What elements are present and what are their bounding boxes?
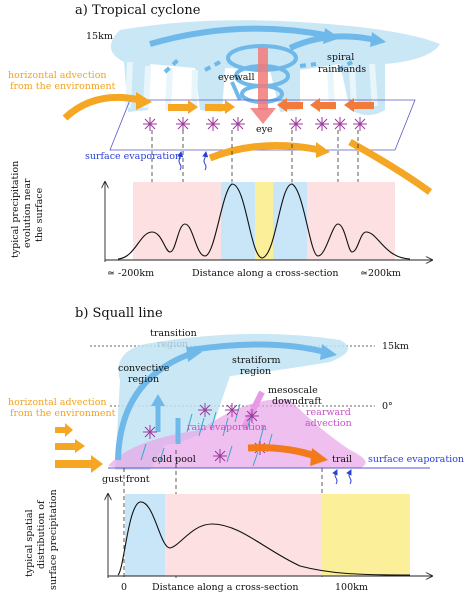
sl-cold-pool-label: cold pool [152, 454, 196, 465]
tc-rainbands-label: rainbands [318, 64, 366, 75]
tc-outflow-right-arrowhead [370, 32, 386, 47]
panel-a-title: a) Tropical cyclone [75, 3, 201, 18]
tc-inflow-arrows-left [168, 100, 235, 114]
panel-b-title: b) Squall line [75, 306, 163, 321]
tc-xtick-right: ≃200km [360, 268, 401, 279]
sl-ylabel-line3: surface precipitation [48, 489, 59, 590]
sl-surface-evaporation-label: surface evaporation [368, 454, 464, 465]
tc-inflow-left-arrow [62, 93, 141, 121]
sl-outflow-arrowhead [320, 344, 337, 360]
tc-xtick-left: ≃ -200km [107, 268, 154, 279]
tc-evap-squiggle-2 [202, 151, 209, 171]
tc-outflow-left-arrow [149, 25, 331, 47]
sl-stratiform-label-line1: stratiform [232, 355, 281, 366]
sl-precip-curve [117, 501, 411, 576]
sl-updraft-arrow [115, 351, 192, 461]
sl-rearward-arrow [247, 444, 317, 460]
tc-inflow-left-arrowhead [136, 92, 152, 110]
tc-precip-bands [133, 182, 395, 260]
sl-inflow-arrows [55, 423, 103, 473]
sl-xtick-right: 100km [335, 582, 368, 593]
sl-rearward-label-line2: advection [305, 418, 352, 429]
sl-convective-label-line1: convective [118, 363, 170, 374]
tc-precip-curve [117, 183, 411, 260]
tc-inflow-lower-arrow [208, 142, 321, 162]
tc-rainband-updraft-dashes [163, 56, 221, 74]
tc-ylabel-line1: typical precipitation [10, 161, 21, 258]
sl-xlabel: Distance along a cross-section [152, 582, 298, 593]
sl-rearward-arrowhead [310, 448, 328, 466]
sl-transition-label-line1: transition [150, 328, 197, 339]
tc-evaporation-markers [143, 117, 367, 131]
panel-a-height-label: 15km [86, 31, 113, 42]
tc-advection-label-line2: from the environment [10, 81, 116, 92]
tc-evap-squiggle-1 [177, 151, 184, 171]
tc-spiral-label: spiral [327, 52, 354, 63]
sl-precip-bands [125, 494, 410, 576]
sl-advection-label-line1: horizontal advection [8, 397, 107, 408]
sl-evap-squiggle-2 [346, 469, 352, 485]
tc-outflow-right-arrow [288, 33, 376, 51]
sl-trail-label: trail [332, 454, 352, 465]
sl-ylabel-line1: typical spatial [24, 509, 35, 577]
tc-eyewall-label: eyewall [218, 72, 254, 83]
tc-advection-label-line1: horizontal advection [8, 70, 107, 81]
sl-mesoscale-label-line1: mesoscale [268, 385, 318, 396]
tc-dashed-guides [151, 130, 359, 238]
sl-rain-evaporation-label: rain evaporation [187, 422, 267, 433]
tc-eye-label: eye [256, 124, 273, 135]
tc-ylabel-line3: the surface [34, 187, 45, 242]
sl-xtick-left: 0 [121, 582, 127, 593]
sl-advection-label-line2: from the environment [10, 408, 116, 419]
sl-mesoscale-label-line2: downdraft [272, 396, 322, 407]
sl-ylabel-line2: distribution of [36, 499, 47, 569]
sl-mesoscale-downdraft-arrow [241, 390, 265, 430]
tc-surface-evaporation-label: surface evaporation [85, 151, 181, 162]
sl-evap-squiggle-1 [332, 469, 338, 485]
tc-inflow-lower-arrowhead [316, 142, 330, 158]
sl-stratiform-label-line2: region [240, 366, 271, 377]
tc-inflow-right-arrow [348, 138, 433, 195]
sl-convective-updraft-head [151, 394, 165, 406]
sl-height-label: 15km [382, 341, 409, 352]
sl-gust-front-label: gust front [102, 474, 150, 485]
tc-eye-downdraft-arrow [258, 48, 268, 110]
tc-rainband-updraft-dashes-right [299, 60, 353, 72]
tc-eye-downdraft-arrowhead [250, 108, 276, 124]
sl-rearward-label-line1: rearward [306, 407, 351, 418]
sl-zero-label: 0° [382, 401, 393, 412]
tc-eyewall-updraft-arrow [230, 81, 242, 101]
sl-outflow-arrow [189, 341, 326, 355]
sl-convective-label-line2: region [128, 374, 159, 385]
tc-ylabel-line2: evolution near [22, 178, 33, 248]
tc-inflow-arrows-right [277, 98, 374, 112]
tc-xlabel: Distance along a cross-section [192, 268, 338, 279]
